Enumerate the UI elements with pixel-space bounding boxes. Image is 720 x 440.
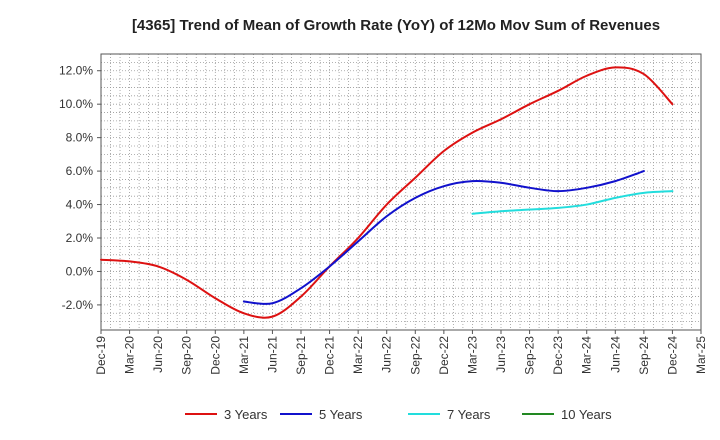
x-tick-label: Jun-23 — [494, 336, 508, 373]
x-tick-label: Jun-22 — [380, 336, 394, 373]
x-tick-label: Mar-21 — [237, 336, 251, 374]
x-tick-label: Sep-23 — [523, 336, 537, 375]
x-tick-label: Dec-23 — [551, 336, 565, 375]
plot-area: -2.0% 0.0% 2.0% 4.0% 6.0% 8.0% 10.0% 12.0% Dec-1… — [59, 53, 708, 375]
y-tick-label: -2.0% — [62, 298, 94, 312]
x-tick-label: Mar-20 — [123, 336, 137, 374]
y-tick-label: 12.0% — [59, 64, 93, 78]
x-tick-label: Jun-20 — [151, 336, 165, 373]
y-tick-label: 10.0% — [59, 97, 93, 111]
y-tick-label: 0.0% — [66, 264, 94, 278]
x-tick-label: Sep-24 — [637, 336, 651, 375]
x-tick-label: Sep-21 — [294, 336, 308, 375]
x-tick-label: Mar-25 — [694, 336, 708, 374]
series-line-5-years — [242, 170, 645, 305]
legend-label-5-years: 5 Years — [319, 407, 363, 422]
x-tick-label: Mar-23 — [465, 336, 479, 374]
legend: 3 Years 5 Years 7 Years 10 Years — [185, 407, 612, 422]
x-tick-label: Dec-22 — [437, 336, 451, 375]
y-tick-label: 2.0% — [66, 231, 94, 245]
x-tick-label: Dec-20 — [208, 336, 222, 375]
legend-label-10-years: 10 Years — [561, 407, 612, 422]
x-tick-label: Mar-24 — [580, 336, 594, 374]
x-tick-label: Sep-20 — [180, 336, 194, 375]
x-tick-label: Dec-19 — [94, 336, 108, 375]
x-tick-label: Dec-24 — [665, 336, 679, 375]
x-tick-label: Sep-22 — [408, 336, 422, 375]
x-tick-label: Mar-22 — [351, 336, 365, 374]
y-tick-label: 8.0% — [66, 131, 94, 145]
chart-title: [4365] Trend of Mean of Growth Rate (YoY… — [132, 17, 660, 34]
x-tick-label: Dec-21 — [323, 336, 337, 375]
y-tick-label: 4.0% — [66, 198, 94, 212]
legend-label-7-years: 7 Years — [447, 407, 491, 422]
plot-frame — [100, 53, 702, 331]
y-tick-label: 6.0% — [66, 164, 94, 178]
x-tick-label: Jun-24 — [608, 336, 622, 373]
series-line-3-years — [100, 66, 674, 319]
series-line-7-years — [471, 190, 674, 215]
legend-label-3-years: 3 Years — [224, 407, 268, 422]
x-tick-label: Jun-21 — [265, 336, 279, 373]
